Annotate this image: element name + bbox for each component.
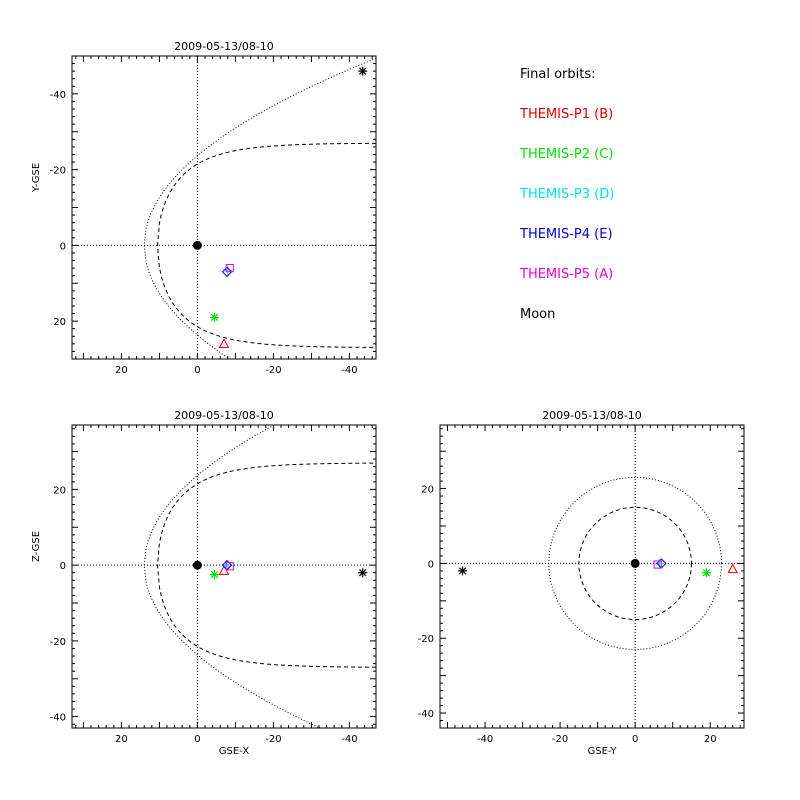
- y-tick-label: -40: [50, 713, 66, 724]
- legend-item-p4: THEMIS-P4 (E): [520, 227, 613, 242]
- plot-frame: [439, 424, 745, 729]
- y-tick-label: 20: [53, 485, 66, 496]
- x-tick-label: 0: [194, 365, 200, 376]
- themis-p2-c-marker: [701, 568, 711, 578]
- y-axis-label: Y-GSE: [31, 163, 42, 193]
- moon-marker: [358, 568, 368, 578]
- y-tick-label: -40: [50, 90, 66, 101]
- plot-title: 2009-05-13/08-10: [542, 409, 642, 422]
- plot-title: 2009-05-13/08-10: [174, 40, 274, 53]
- bow-shock-curve: [143, 425, 322, 728]
- magnetopause-curve: [156, 142, 376, 348]
- x-tick-label: 0: [194, 734, 200, 745]
- x-tick-label: 20: [115, 734, 128, 745]
- y-tick-label: 0: [60, 241, 66, 252]
- y-tick-label: -20: [50, 637, 66, 648]
- legend-item-p3: THEMIS-P3 (D): [520, 187, 615, 202]
- earth-marker: [630, 558, 640, 568]
- themis-p1-b-marker: [218, 338, 230, 348]
- y-tick-label: -20: [418, 634, 434, 645]
- magnetopause-cross-section-circle: [578, 506, 692, 621]
- y-axis-label: Z-GSE: [31, 531, 42, 562]
- legend-title: Final orbits:: [520, 67, 596, 82]
- x-axis-label: GSE-Y: [588, 746, 618, 757]
- legend-item-p1: THEMIS-P1 (B): [520, 107, 614, 122]
- themis-p5-a-marker: [653, 560, 662, 569]
- x-tick-label: -20: [265, 365, 281, 376]
- y-tick-label: 20: [421, 485, 434, 496]
- themis-p3-d-marker: [223, 560, 233, 570]
- bow-shock-cross-section-circle: [548, 476, 722, 650]
- plot-panel-3: 2009-05-13/08-10 -40 -20 0 20 20 0 -20 -40 GSE-Y: [418, 409, 745, 757]
- moon-marker: [358, 66, 368, 76]
- x-tick-label: 0: [632, 734, 638, 745]
- x-tick-label: -40: [477, 734, 493, 745]
- themis-p5-a-marker: [225, 264, 234, 273]
- bow-shock-curve: [143, 57, 376, 359]
- x-tick-label: -40: [341, 734, 357, 745]
- legend-item-p5: THEMIS-P5 (A): [520, 267, 614, 282]
- plot-frame: [71, 55, 377, 360]
- earth-marker: [192, 560, 202, 570]
- y-tick-label: 0: [428, 559, 434, 570]
- x-tick-label: 20: [704, 734, 717, 745]
- themis-p5-a-marker: [225, 562, 234, 571]
- magnetopause-curve: [156, 462, 376, 668]
- themis-p4-e-marker: [221, 266, 233, 278]
- x-tick-label: -20: [265, 734, 281, 745]
- moon-marker: [458, 566, 468, 576]
- plot-title: 2009-05-13/08-10: [174, 409, 274, 422]
- themis-p2-c-marker: [210, 570, 219, 580]
- plot-panel-2: 2009-05-13/08-10 20 0 -20 -40 20 0 -20 -40 GSE-X Z…: [31, 409, 377, 757]
- legend-item-p2: THEMIS-P2 (C): [520, 147, 614, 162]
- y-tick-label: -40: [418, 709, 434, 720]
- y-tick-label: -20: [50, 166, 66, 177]
- x-tick-label: -40: [341, 365, 357, 376]
- x-tick-label: -20: [552, 734, 568, 745]
- x-axis-label: GSE-X: [219, 746, 250, 757]
- legend-item-moon: Moon: [520, 307, 556, 322]
- earth-marker: [192, 240, 202, 250]
- plot-frame: [71, 424, 377, 729]
- y-tick-label: 0: [60, 561, 66, 572]
- plot-panel-1: 2009-05-13/08-10 20 0 -20 -40 -40 -20 0 20 Y-GSE: [31, 40, 377, 376]
- x-tick-label: 20: [115, 365, 128, 376]
- y-tick-label: 20: [53, 317, 66, 328]
- themis-p2-c-marker: [210, 312, 219, 322]
- themis-p1-b-marker: [727, 563, 739, 574]
